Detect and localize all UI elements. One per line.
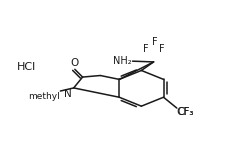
Text: CF₃: CF₃ xyxy=(178,107,194,117)
Text: N: N xyxy=(64,89,72,99)
Text: NH₂: NH₂ xyxy=(113,56,131,66)
Text: O: O xyxy=(70,58,78,68)
Text: F: F xyxy=(159,44,164,55)
Text: HCl: HCl xyxy=(17,62,36,72)
Text: methyl: methyl xyxy=(28,92,59,101)
Text: F: F xyxy=(152,37,157,47)
Text: CF₃: CF₃ xyxy=(177,107,194,117)
Text: F: F xyxy=(143,44,149,55)
